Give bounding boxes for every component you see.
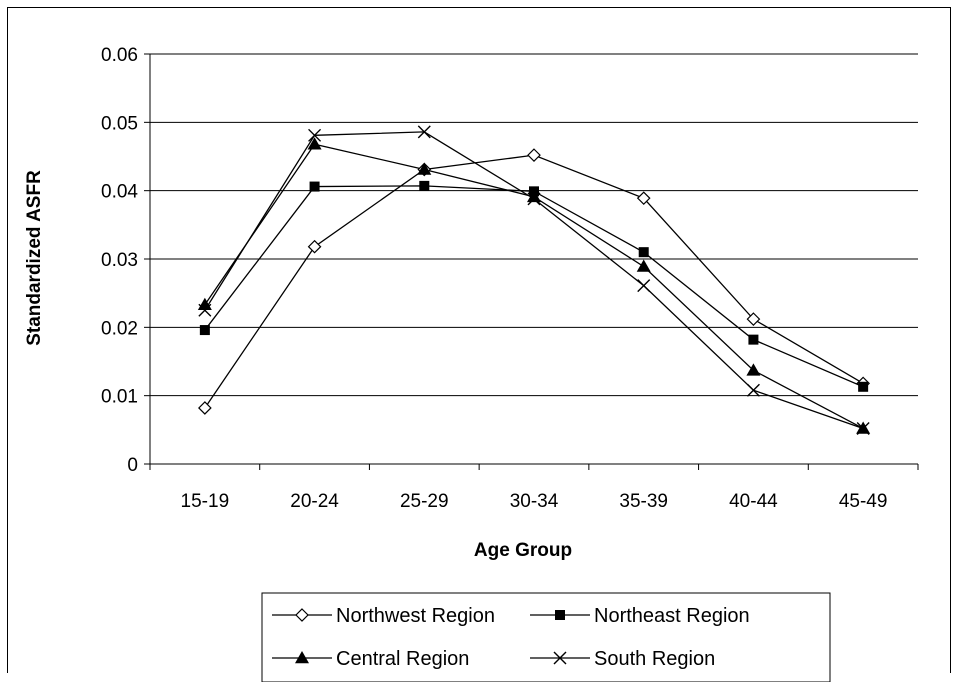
marker-diamond xyxy=(527,148,541,162)
marker-x xyxy=(637,279,651,293)
marker-x xyxy=(553,651,567,665)
marker-x xyxy=(856,421,870,435)
legend: Northwest Region Northeast Region Central … xyxy=(261,592,831,682)
y-tick-label: 0 xyxy=(127,455,138,476)
marker-x xyxy=(308,128,322,142)
marker-diamond xyxy=(636,191,651,206)
marker-triangle xyxy=(295,651,309,664)
marker-diamond xyxy=(746,312,761,326)
marker-square xyxy=(555,610,565,620)
marker-x xyxy=(417,125,431,139)
y-axis-title: Standardized ASFR xyxy=(24,170,45,346)
marker-x xyxy=(527,192,541,206)
axes xyxy=(144,53,919,470)
y-tick-label: 0.01 xyxy=(101,387,138,408)
x-tick-label: 35-39 xyxy=(619,491,668,512)
marker-triangle xyxy=(636,259,651,272)
series-lines xyxy=(204,131,864,430)
x-tick-labels: 15-19 20-24 25-29 30-34 35-39 40-44 45-49 xyxy=(181,491,888,512)
marker-triangle xyxy=(417,162,432,175)
chart-frame xyxy=(7,7,951,673)
series-markers xyxy=(197,125,871,435)
y-tick-label: 0.03 xyxy=(101,250,138,271)
legend-item: Northeast Region xyxy=(530,605,750,627)
marker-square xyxy=(638,247,649,258)
marker-square xyxy=(858,381,869,392)
x-tick-label: 15-19 xyxy=(181,491,230,512)
marker-square xyxy=(199,325,210,336)
marker-x xyxy=(198,303,212,317)
y-tick-label: 0.04 xyxy=(101,182,138,203)
legend-item: Central Region xyxy=(272,648,469,670)
series-line-3 xyxy=(204,131,864,430)
marker-square xyxy=(309,181,320,192)
legend-item: South Region xyxy=(530,648,715,670)
legend-label: Northwest Region xyxy=(336,605,495,627)
marker-diamond xyxy=(307,239,322,254)
legend-box xyxy=(261,592,831,682)
x-tick-label: 20-24 xyxy=(290,491,339,512)
y-tick-label: 0.06 xyxy=(101,45,138,66)
marker-triangle xyxy=(197,297,212,311)
marker-x xyxy=(746,383,760,397)
marker-triangle xyxy=(307,137,322,150)
legend-item: Northwest Region xyxy=(272,605,495,627)
legend-label: Central Region xyxy=(336,648,469,670)
x-tick-label: 30-34 xyxy=(510,491,559,512)
series-line-1 xyxy=(204,185,864,388)
legend-label: Northeast Region xyxy=(594,605,750,627)
y-tick-label: 0.05 xyxy=(101,113,138,134)
x-tick-label: 45-49 xyxy=(839,491,888,512)
y-tick-label: 0.02 xyxy=(101,318,138,339)
legend-label: South Region xyxy=(594,648,715,670)
marker-square xyxy=(419,180,430,191)
marker-triangle xyxy=(527,189,541,203)
x-tick-label: 25-29 xyxy=(400,491,449,512)
y-tick-labels: 0 0.01 0.02 0.03 0.04 0.05 0.06 xyxy=(101,45,138,476)
marker-triangle xyxy=(746,363,761,376)
marker-square xyxy=(748,334,759,345)
marker-diamond xyxy=(198,401,212,415)
marker-diamond xyxy=(295,608,309,622)
x-axis-title: Age Group xyxy=(474,540,572,561)
gridlines xyxy=(150,53,918,397)
x-tick-label: 40-44 xyxy=(729,491,778,512)
